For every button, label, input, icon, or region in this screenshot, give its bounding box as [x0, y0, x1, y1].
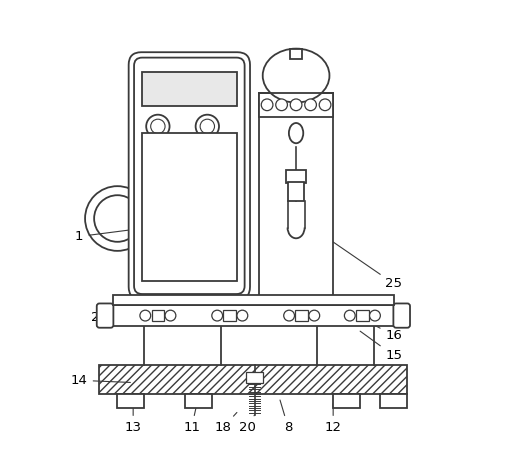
Bar — [380, 394, 407, 408]
Bar — [333, 394, 360, 408]
Circle shape — [276, 99, 287, 111]
Text: 18: 18 — [214, 413, 237, 434]
Circle shape — [284, 310, 295, 321]
Circle shape — [237, 310, 248, 321]
Text: 2: 2 — [91, 311, 117, 324]
Bar — [223, 310, 236, 321]
FancyBboxPatch shape — [134, 58, 244, 294]
Text: 1: 1 — [75, 228, 146, 243]
Bar — [259, 93, 333, 117]
Bar — [259, 93, 333, 308]
FancyBboxPatch shape — [393, 303, 410, 328]
Bar — [290, 49, 303, 59]
Circle shape — [319, 99, 331, 111]
Ellipse shape — [263, 49, 329, 102]
Text: 3: 3 — [278, 298, 335, 317]
Circle shape — [309, 310, 320, 321]
Circle shape — [200, 119, 214, 134]
Bar — [185, 394, 212, 408]
Circle shape — [305, 99, 316, 111]
Bar — [113, 295, 394, 305]
Text: 14: 14 — [71, 374, 131, 387]
Bar — [356, 310, 369, 321]
Text: 25: 25 — [314, 229, 402, 290]
Bar — [142, 72, 237, 106]
Bar — [142, 133, 237, 282]
Bar — [247, 372, 263, 383]
FancyBboxPatch shape — [97, 303, 113, 328]
Circle shape — [196, 115, 219, 138]
Text: 8: 8 — [280, 400, 292, 434]
Bar — [108, 305, 398, 326]
Bar — [152, 310, 164, 321]
Circle shape — [344, 310, 355, 321]
Text: 12: 12 — [325, 404, 342, 434]
Text: 15: 15 — [360, 331, 402, 362]
Circle shape — [265, 186, 329, 251]
Circle shape — [140, 310, 151, 321]
FancyBboxPatch shape — [128, 52, 250, 299]
Circle shape — [146, 115, 169, 138]
Circle shape — [369, 310, 380, 321]
Bar — [288, 182, 304, 201]
Ellipse shape — [289, 123, 303, 143]
Circle shape — [151, 119, 165, 134]
Text: 13: 13 — [125, 404, 141, 434]
Bar — [118, 394, 145, 408]
Circle shape — [85, 186, 150, 251]
Text: 20: 20 — [239, 415, 256, 434]
Bar — [99, 364, 407, 394]
Circle shape — [261, 99, 273, 111]
Bar — [286, 170, 306, 182]
Text: 11: 11 — [183, 400, 200, 434]
Circle shape — [165, 310, 176, 321]
Circle shape — [212, 310, 223, 321]
Bar — [295, 310, 308, 321]
Circle shape — [274, 195, 321, 242]
Text: 16: 16 — [361, 318, 402, 342]
Circle shape — [94, 195, 141, 242]
Circle shape — [290, 99, 302, 111]
